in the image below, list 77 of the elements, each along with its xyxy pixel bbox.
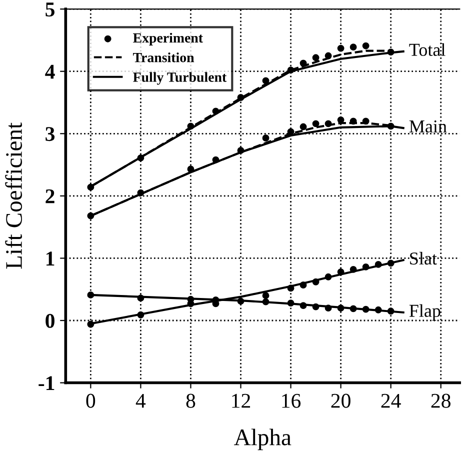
- point: [362, 42, 370, 50]
- y-axis-title: Lift Coefficient: [5, 122, 22, 269]
- x-tick-label: 8: [186, 394, 196, 408]
- point: [137, 311, 144, 318]
- point: [312, 278, 320, 286]
- point: [300, 60, 307, 67]
- x-tick-label: 4: [136, 394, 146, 408]
- point: [87, 291, 94, 298]
- point: [137, 189, 144, 196]
- point: [287, 66, 294, 74]
- y-tick-label: 0: [46, 314, 54, 328]
- point: [212, 156, 220, 164]
- point: [387, 48, 394, 56]
- x-tick-label: 20: [331, 394, 350, 408]
- y-tick-label: 5: [46, 2, 54, 16]
- point: [324, 52, 332, 60]
- point: [237, 146, 244, 154]
- y-tick-label: 4: [45, 64, 55, 79]
- point: [337, 268, 344, 276]
- point: [87, 212, 94, 220]
- point: [287, 300, 294, 307]
- legend-label: Fully Turbulent: [133, 72, 227, 85]
- point: [300, 302, 307, 310]
- point: [362, 118, 370, 125]
- point: [350, 44, 357, 51]
- point: [87, 184, 94, 191]
- x-tick-label: 28: [431, 394, 450, 408]
- annotation: Slat: [410, 252, 437, 265]
- point: [137, 154, 144, 162]
- point: [324, 304, 332, 312]
- y-tick-label: 1: [46, 252, 54, 266]
- point: [350, 118, 357, 125]
- point: [387, 260, 394, 267]
- point: [237, 94, 244, 101]
- point: [187, 166, 194, 173]
- legend-label: Transition: [133, 52, 194, 62]
- point: [312, 303, 320, 310]
- point: [374, 260, 382, 268]
- point: [262, 292, 270, 300]
- annotation: Flap: [409, 304, 440, 321]
- point: [350, 266, 357, 273]
- point: [374, 306, 382, 314]
- point: [337, 44, 344, 52]
- point: [324, 273, 332, 280]
- point: [362, 306, 370, 313]
- point: [324, 120, 332, 128]
- point: [262, 77, 270, 84]
- point: [262, 298, 270, 306]
- y-tick-label: 2: [46, 189, 54, 204]
- point: [287, 128, 294, 136]
- point: [300, 123, 307, 130]
- point: [212, 108, 220, 115]
- x-tick-label: 12: [232, 394, 250, 408]
- point: [300, 282, 307, 288]
- point: [337, 116, 344, 124]
- point: [287, 284, 294, 292]
- y-tick-label: 3: [46, 127, 55, 142]
- point: [137, 294, 144, 302]
- annotation: Main: [409, 120, 447, 133]
- point: [387, 122, 394, 130]
- point: [387, 308, 394, 315]
- point: [87, 320, 94, 328]
- point: [350, 305, 357, 312]
- y-tick-label: -1: [38, 376, 54, 390]
- annotation: Total: [409, 43, 446, 56]
- x-tick-label: 16: [282, 394, 301, 408]
- x-tick-label: 24: [381, 394, 401, 408]
- x-axis-title: Alpha: [234, 428, 292, 450]
- x-tick-label: 0: [86, 394, 96, 408]
- point: [312, 54, 320, 62]
- point: [312, 120, 320, 128]
- point: [187, 122, 194, 130]
- legend-label: Experiment: [133, 32, 203, 46]
- point: [362, 263, 370, 270]
- point: [237, 298, 244, 305]
- point: [337, 304, 344, 312]
- point: [262, 134, 270, 142]
